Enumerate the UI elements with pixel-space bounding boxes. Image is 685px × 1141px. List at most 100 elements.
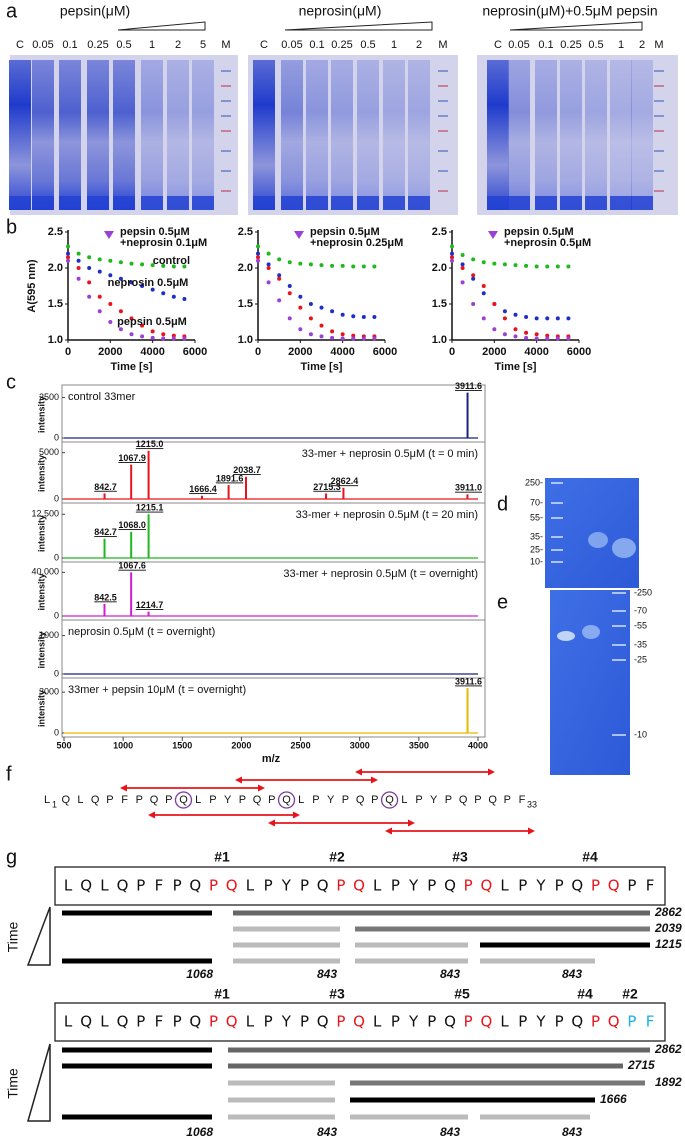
data-point bbox=[182, 336, 187, 341]
fragment-bar bbox=[228, 1063, 623, 1069]
fragment-bar bbox=[62, 1047, 212, 1053]
marker-label: 250- bbox=[525, 477, 543, 487]
residue: L bbox=[77, 794, 83, 806]
legend-label: pepsin 0.5μM bbox=[310, 226, 380, 238]
data-point bbox=[555, 336, 560, 341]
x-tick-label: 0 bbox=[65, 346, 71, 358]
spectra-frame bbox=[61, 384, 486, 738]
gel-d-spot bbox=[588, 532, 608, 548]
residue: P bbox=[268, 794, 275, 806]
residue: L bbox=[246, 1013, 255, 1031]
peak-label: 842.7 bbox=[94, 527, 117, 537]
y-tick-label: 40,000 bbox=[31, 567, 59, 577]
residue: Q bbox=[282, 794, 291, 806]
residue: Q bbox=[226, 1013, 238, 1031]
data-point bbox=[513, 263, 518, 268]
lane-label: C bbox=[16, 39, 24, 51]
residue: Q bbox=[253, 794, 262, 806]
fragment-bar bbox=[228, 1114, 335, 1120]
lane-smear bbox=[9, 60, 31, 210]
y-tick-label: 0 bbox=[54, 432, 59, 442]
marker-band bbox=[654, 85, 664, 87]
fragment-label: 1068 bbox=[186, 967, 213, 981]
residue: P bbox=[136, 1013, 145, 1031]
data-point bbox=[97, 269, 102, 274]
y-tick-label: 1.5 bbox=[432, 298, 447, 310]
peak-label: 1068.0 bbox=[118, 520, 146, 530]
fragment-bar bbox=[233, 942, 340, 948]
lane-band bbox=[281, 196, 303, 210]
peak-label: 842.5 bbox=[94, 592, 117, 602]
residue: L bbox=[64, 877, 73, 895]
residue: Y bbox=[535, 1013, 546, 1031]
data-point bbox=[287, 284, 292, 288]
data-point bbox=[140, 334, 145, 339]
residue: P bbox=[264, 1013, 273, 1031]
y-axis-label: intensity bbox=[36, 631, 46, 668]
gel-d-spot bbox=[612, 538, 636, 558]
data-point bbox=[298, 261, 303, 266]
data-point bbox=[330, 263, 335, 268]
lane-smear bbox=[383, 60, 405, 210]
data-point bbox=[555, 264, 560, 269]
data-point bbox=[277, 298, 282, 303]
fragment-label: 2039 bbox=[654, 921, 682, 935]
residue: Q bbox=[353, 1013, 365, 1031]
y-axis-label: intensity bbox=[36, 455, 46, 492]
data-point bbox=[372, 264, 377, 269]
lane-label: 0.25 bbox=[87, 39, 108, 51]
lane-band bbox=[59, 196, 81, 210]
residue: Q bbox=[444, 1013, 456, 1031]
fragment-label: 1068 bbox=[186, 1125, 213, 1139]
data-point bbox=[372, 314, 377, 319]
residue: P bbox=[445, 794, 452, 806]
legend-label: pepsin 0.5μM bbox=[120, 226, 190, 238]
data-point bbox=[66, 251, 70, 256]
marker-label: -35 bbox=[634, 639, 647, 649]
residue: P bbox=[300, 1013, 309, 1031]
x-axis-label: m/z bbox=[262, 753, 281, 765]
marker-band bbox=[221, 100, 231, 102]
residue: Q bbox=[488, 794, 497, 806]
residue: Q bbox=[571, 1013, 583, 1031]
x-tick-label: 2000 bbox=[482, 346, 506, 358]
data-point bbox=[287, 291, 292, 296]
data-point bbox=[555, 316, 560, 321]
y-tick-label: 0 bbox=[54, 727, 59, 737]
site-label: #5 bbox=[454, 986, 470, 1002]
residue: P bbox=[591, 1013, 600, 1031]
y-tick-label: 1.0 bbox=[238, 334, 253, 346]
fragment-label: 843 bbox=[562, 1125, 582, 1139]
y-tick-label: 5000 bbox=[39, 447, 59, 457]
residue: Y bbox=[430, 794, 438, 806]
x-tick-label: 2000 bbox=[98, 346, 122, 358]
fragment-bar bbox=[62, 910, 212, 916]
marker-band bbox=[221, 150, 231, 152]
residue: P bbox=[300, 877, 309, 895]
lane-smear bbox=[306, 60, 328, 210]
site-label: #3 bbox=[452, 849, 468, 865]
residue: L bbox=[246, 877, 255, 895]
peak-label: 1067.9 bbox=[118, 453, 146, 463]
legend-marker bbox=[294, 231, 304, 239]
residue: Q bbox=[117, 1013, 129, 1031]
residue: P bbox=[555, 877, 564, 895]
peak-label: 2862.4 bbox=[331, 476, 359, 486]
residue: Q bbox=[189, 1013, 201, 1031]
data-point bbox=[140, 323, 145, 328]
data-point bbox=[66, 255, 70, 260]
residue: Q bbox=[459, 794, 468, 806]
marker-label: 35- bbox=[530, 531, 543, 541]
ladder-band bbox=[612, 659, 626, 661]
fragment-bar bbox=[228, 1097, 335, 1103]
lane-smear bbox=[610, 60, 632, 210]
data-point bbox=[87, 266, 92, 270]
data-point bbox=[308, 316, 313, 321]
fragment-label: 843 bbox=[317, 967, 337, 981]
data-point bbox=[182, 264, 187, 269]
residue: P bbox=[336, 1013, 345, 1031]
data-point bbox=[256, 255, 260, 260]
lane-band bbox=[631, 196, 653, 210]
data-point bbox=[256, 258, 260, 263]
data-point bbox=[150, 263, 155, 268]
